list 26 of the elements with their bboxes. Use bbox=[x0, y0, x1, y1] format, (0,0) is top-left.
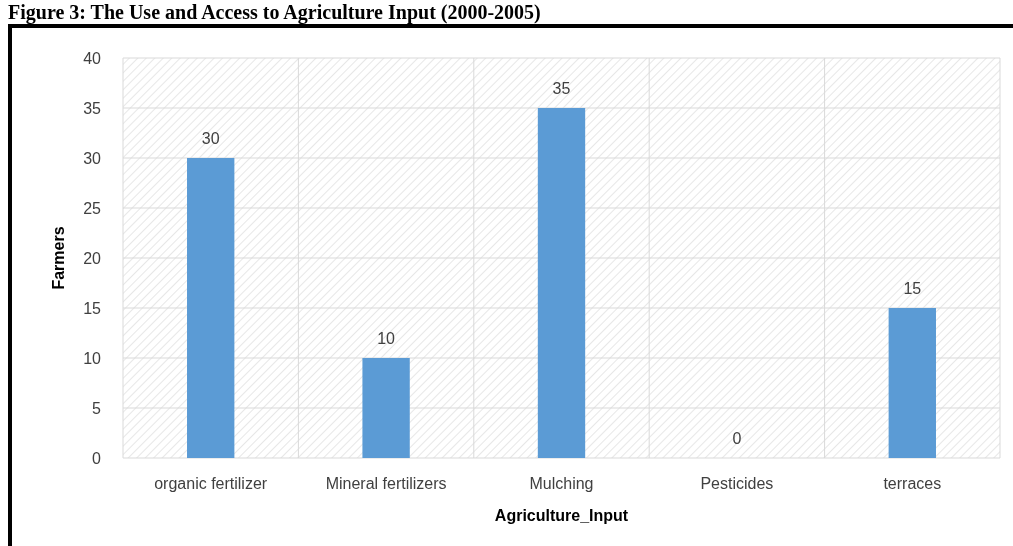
data-label: 0 bbox=[732, 430, 742, 447]
x-tick-label: Mulching bbox=[529, 475, 594, 492]
y-axis-title: Farmers bbox=[50, 226, 67, 290]
data-label: 15 bbox=[903, 280, 922, 297]
bar bbox=[187, 158, 235, 458]
y-tick-label: 25 bbox=[83, 200, 102, 217]
y-tick-label: 10 bbox=[83, 350, 102, 367]
x-tick-label: Pesticides bbox=[700, 475, 774, 492]
bar bbox=[888, 308, 936, 458]
chart-title: Figure 3: The Use and Access to Agriculture Input (2000-2005) bbox=[8, 1, 541, 24]
y-tick-label: 30 bbox=[83, 150, 102, 167]
data-label: 35 bbox=[552, 80, 571, 97]
bar bbox=[537, 108, 586, 458]
y-tick-label: 35 bbox=[83, 100, 102, 117]
data-label: 10 bbox=[377, 330, 396, 347]
y-tick-label: 0 bbox=[92, 450, 102, 467]
x-tick-label: terraces bbox=[883, 475, 942, 492]
y-tick-label: 20 bbox=[83, 250, 102, 267]
y-tick-label: 40 bbox=[83, 50, 102, 67]
x-tick-label: organic fertilizer bbox=[154, 475, 268, 492]
x-axis-title: Agriculture_Input bbox=[494, 507, 629, 524]
data-label: 30 bbox=[201, 130, 220, 147]
bar bbox=[362, 358, 410, 458]
y-tick-label: 15 bbox=[83, 300, 102, 317]
x-tick-label: Mineral fertilizers bbox=[325, 475, 447, 492]
y-tick-label: 5 bbox=[92, 400, 102, 417]
